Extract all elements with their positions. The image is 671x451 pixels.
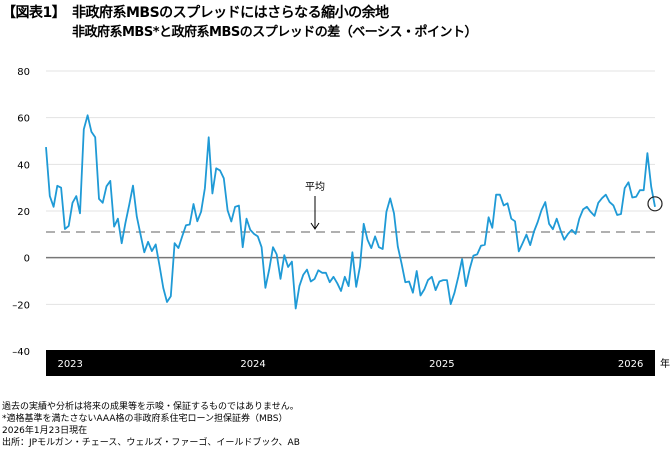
title-text: 非政府系MBSのスプレッドにはさらなる縮小の余地 — [72, 5, 389, 21]
x-axis-band — [46, 350, 655, 376]
x-axis-unit: 年 — [660, 357, 670, 370]
footnote-date: 2026年1月23日現在 — [2, 426, 88, 436]
chart-subtitle: 非政府系MBS*と政府系MBSのスプレッドの差（ベーシス・ポイント） — [72, 25, 477, 40]
x-tick-label: 2023 — [57, 359, 82, 370]
average-label: 平均 — [305, 181, 325, 193]
y-tick-label: 20 — [17, 207, 30, 218]
series-line — [45, 114, 656, 310]
x-tick-label: 2026 — [618, 359, 643, 370]
last-point-circle — [647, 196, 663, 212]
y-tick-label: –40 — [12, 347, 30, 358]
y-tick-label: –20 — [12, 300, 30, 311]
footnote-source: 出所：JPモルガン・チェース、ウェルズ・ファーゴ、イールドブック、AB — [2, 438, 300, 448]
chart-title: 【図表1】 非政府系MBSのスプレッドにはさらなる縮小の余地 — [2, 2, 389, 22]
y-tick-label: 0 — [24, 254, 30, 265]
x-tick-label: 2025 — [429, 359, 454, 370]
y-tick-label: 60 — [17, 114, 30, 125]
footnote-definition: *適格基準を満たさないAAA格の非政府系住宅ローン担保証券（MBS） — [2, 414, 288, 424]
footnote-disclaimer: 過去の実績や分析は将来の成果等を示唆・保証するものではありません。 — [2, 402, 299, 412]
figure-number: 【図表1】 — [2, 5, 66, 21]
y-tick-label: 80 — [17, 67, 30, 78]
average-arrow — [310, 196, 320, 230]
y-tick-label: 40 — [17, 160, 30, 171]
x-tick-label: 2024 — [240, 359, 265, 370]
footnotes: 過去の実績や分析は将来の成果等を示唆・保証するものではありません。 *適格基準を… — [2, 401, 300, 449]
